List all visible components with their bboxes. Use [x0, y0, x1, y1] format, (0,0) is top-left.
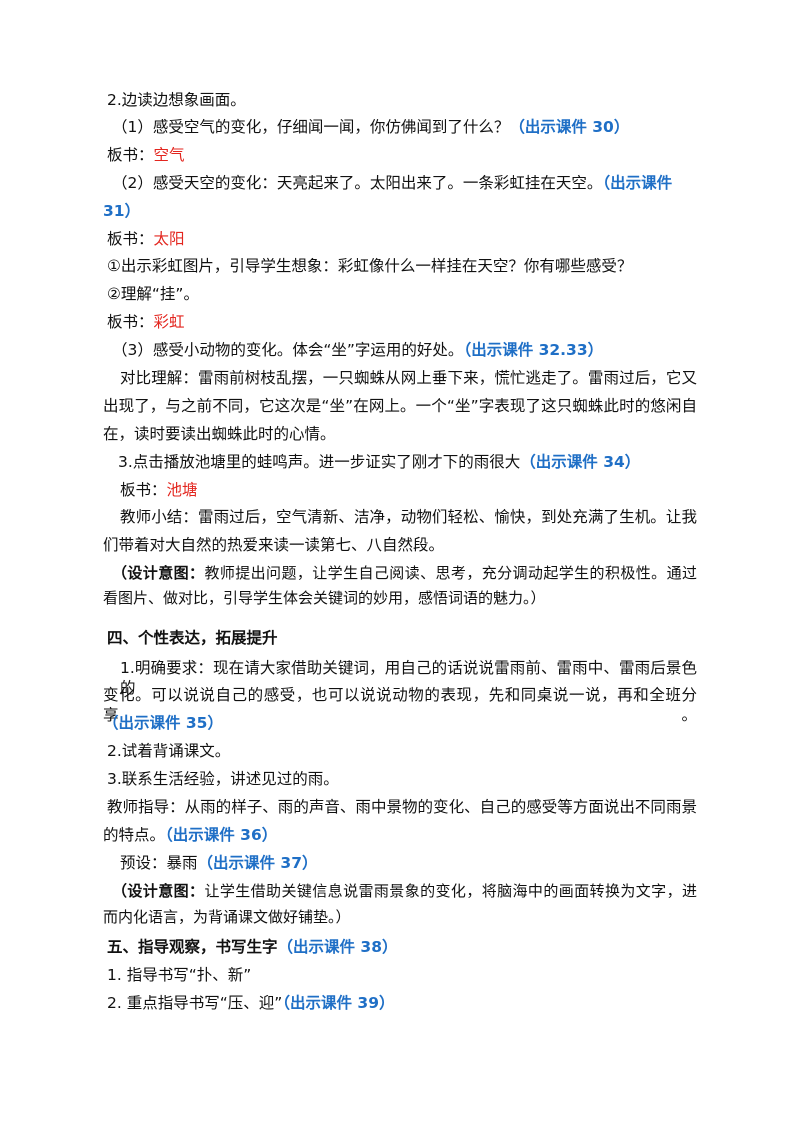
- text: 板书：: [107, 313, 154, 331]
- label: （设计意图：: [112, 882, 205, 900]
- heading: 四、个性表达，拓展提升: [107, 628, 278, 648]
- line: 们带着对大自然的热爱来读一读第七、八自然段。: [103, 535, 444, 555]
- line: （设计意图：教师提出问题，让学生自己阅读、思考，充分调动起学生的积极性。通过: [112, 563, 697, 583]
- text: 2.试着背诵课文。: [107, 742, 231, 760]
- text: 教师提出问题，让学生自己阅读、思考，充分调动起学生的积极性。通过: [204, 564, 697, 582]
- text: 而内化语言，为背诵课文做好铺垫。）: [103, 908, 351, 926]
- line: 而内化语言，为背诵课文做好铺垫。）: [103, 907, 351, 927]
- line: 教师小结：雷雨过后，空气清新、洁净，动物们轻松、愉快，到处充满了生机。让我: [120, 507, 697, 527]
- line: （出示课件 35）: [103, 713, 223, 733]
- heading: 五、指导观察，书写生字（出示课件 38）: [107, 937, 397, 957]
- text: ②理解“挂”。: [107, 285, 199, 303]
- reference: （出示课件 34）: [520, 453, 641, 471]
- text: 2. 重点指导书写“压、迎”: [107, 994, 283, 1012]
- text: ①出示彩虹图片，引导学生想象：彩虹像什么一样挂在天空？你有哪些感受？: [107, 257, 633, 275]
- text: 板书：: [107, 146, 154, 164]
- line: 出现了，与之前不同，它这次是“坐”在网上。一个“坐”字表现了这只蜘蛛此时的悠闲自: [103, 396, 697, 416]
- text: （1）感受空气的变化，仔细闻一闻，你仿佛闻到了什么？: [112, 118, 510, 136]
- line: ②理解“挂”。: [107, 284, 199, 304]
- line: 3.点击播放池塘里的蛙鸣声。进一步证实了刚才下的雨很大（出示课件 34）: [118, 452, 640, 472]
- line: 变化。可以说说自己的感受，也可以说说动物的表现，先和同桌说一说，再和全班分享。: [103, 685, 697, 725]
- reference: 31）: [103, 202, 141, 220]
- text: 看图片、做对比，引导学生体会关键词的妙用，感悟词语的魅力。）: [103, 589, 546, 607]
- text: 预设：暴雨: [120, 854, 198, 872]
- text: 在，读时要读出蜘蛛此时的心情。: [103, 425, 336, 443]
- line: 板书：池塘: [120, 480, 198, 500]
- line: 2.试着背诵课文。: [107, 741, 230, 761]
- line: （1）感受空气的变化，仔细闻一闻，你仿佛闻到了什么？（出示课件 30）: [112, 117, 629, 137]
- text: 对比理解：雷雨前树枝乱摆，一只蜘蛛从网上垂下来，慌忙逃走了。雷雨过后，它又: [120, 369, 697, 387]
- board-note: 太阳: [153, 230, 185, 248]
- reference: （出示课件 37）: [197, 854, 318, 872]
- line: （3）感受小动物的变化。体会“坐”字运用的好处。（出示课件 32.33）: [112, 340, 603, 360]
- text: 1. 指导书写“扑、新”: [107, 966, 252, 984]
- reference: （出示课件 32.33）: [463, 341, 604, 359]
- line: 板书：彩虹: [107, 312, 185, 332]
- reference: （出示课件 36）: [165, 826, 278, 844]
- line: （设计意图：让学生借助关键信息说雷雨景象的变化，将脑海中的画面转换为文字，进: [112, 881, 697, 901]
- text: 3.点击播放池塘里的蛙鸣声。进一步证实了刚才下的雨很大: [118, 453, 521, 471]
- text: 变化。可以说说自己的感受，也可以说说动物的表现，先和同桌说一说，再和全班分享。: [103, 686, 697, 724]
- text: （2）感受天空的变化：天亮起来了。太阳出来了。一条彩虹挂在天空。: [112, 174, 603, 192]
- text: 1.明确要求：现在请大家借助关键词，用自己的话说说雷雨前、雷雨中、雷雨后景色的: [120, 659, 697, 697]
- line: 1. 指导书写“扑、新”: [107, 965, 251, 985]
- text: 教师指导：从雨的样子、雨的声音、雨中景物的变化、自己的感受等方面说出不同雨景: [107, 798, 697, 816]
- line: 3.联系生活经验，讲述见过的雨。: [107, 769, 339, 789]
- line: 看图片、做对比，引导学生体会关键词的妙用，感悟词语的魅力。）: [103, 588, 546, 608]
- line: （2）感受天空的变化：天亮起来了。太阳出来了。一条彩虹挂在天空。（出示课件: [112, 173, 672, 193]
- line: 的特点。（出示课件 36）: [103, 825, 277, 845]
- text: 的特点。: [103, 826, 166, 844]
- reference: （出示课件 39）: [282, 994, 395, 1012]
- label: （设计意图：: [112, 564, 205, 582]
- text: 五、指导观察，书写生字: [107, 938, 278, 956]
- line: 板书：太阳: [107, 229, 185, 249]
- line: 在，读时要读出蜘蛛此时的心情。: [103, 424, 336, 444]
- line: 2.边读边想象画面。: [107, 90, 246, 110]
- reference: （出示课件 30）: [509, 118, 630, 136]
- text: 教师小结：雷雨过后，空气清新、洁净，动物们轻松、愉快，到处充满了生机。让我: [120, 508, 697, 526]
- line: 对比理解：雷雨前树枝乱摆，一只蜘蛛从网上垂下来，慌忙逃走了。雷雨过后，它又: [120, 368, 697, 388]
- reference: （出示课件 35）: [103, 714, 223, 732]
- reference: （出示课件: [602, 174, 673, 192]
- board-note: 彩虹: [153, 313, 185, 331]
- line: 2. 重点指导书写“压、迎”（出示课件 39）: [107, 993, 395, 1013]
- board-note: 池塘: [166, 481, 198, 499]
- text: （3）感受小动物的变化。体会“坐”字运用的好处。: [112, 341, 464, 359]
- board-note: 空气: [153, 146, 185, 164]
- line: 板书：空气: [107, 145, 185, 165]
- line: 31）: [103, 201, 140, 221]
- text: 出现了，与之前不同，它这次是“坐”在网上。一个“坐”字表现了这只蜘蛛此时的悠闲自: [103, 397, 697, 415]
- line: 预设：暴雨（出示课件 37）: [120, 853, 317, 873]
- text: 3.联系生活经验，讲述见过的雨。: [107, 770, 339, 788]
- text: 让学生借助关键信息说雷雨景象的变化，将脑海中的画面转换为文字，进: [204, 882, 697, 900]
- text: 板书：: [107, 230, 154, 248]
- line: ①出示彩虹图片，引导学生想象：彩虹像什么一样挂在天空？你有哪些感受？: [107, 256, 632, 276]
- reference: （出示课件 38）: [277, 938, 398, 956]
- text: 四、个性表达，拓展提升: [107, 629, 278, 647]
- line: 教师指导：从雨的样子、雨的声音、雨中景物的变化、自己的感受等方面说出不同雨景: [107, 797, 697, 817]
- line: 1.明确要求：现在请大家借助关键词，用自己的话说说雷雨前、雷雨中、雷雨后景色的: [120, 658, 697, 698]
- text: 2.边读边想象画面。: [107, 91, 246, 109]
- text: 们带着对大自然的热爱来读一读第七、八自然段。: [103, 536, 445, 554]
- text: 板书：: [120, 481, 167, 499]
